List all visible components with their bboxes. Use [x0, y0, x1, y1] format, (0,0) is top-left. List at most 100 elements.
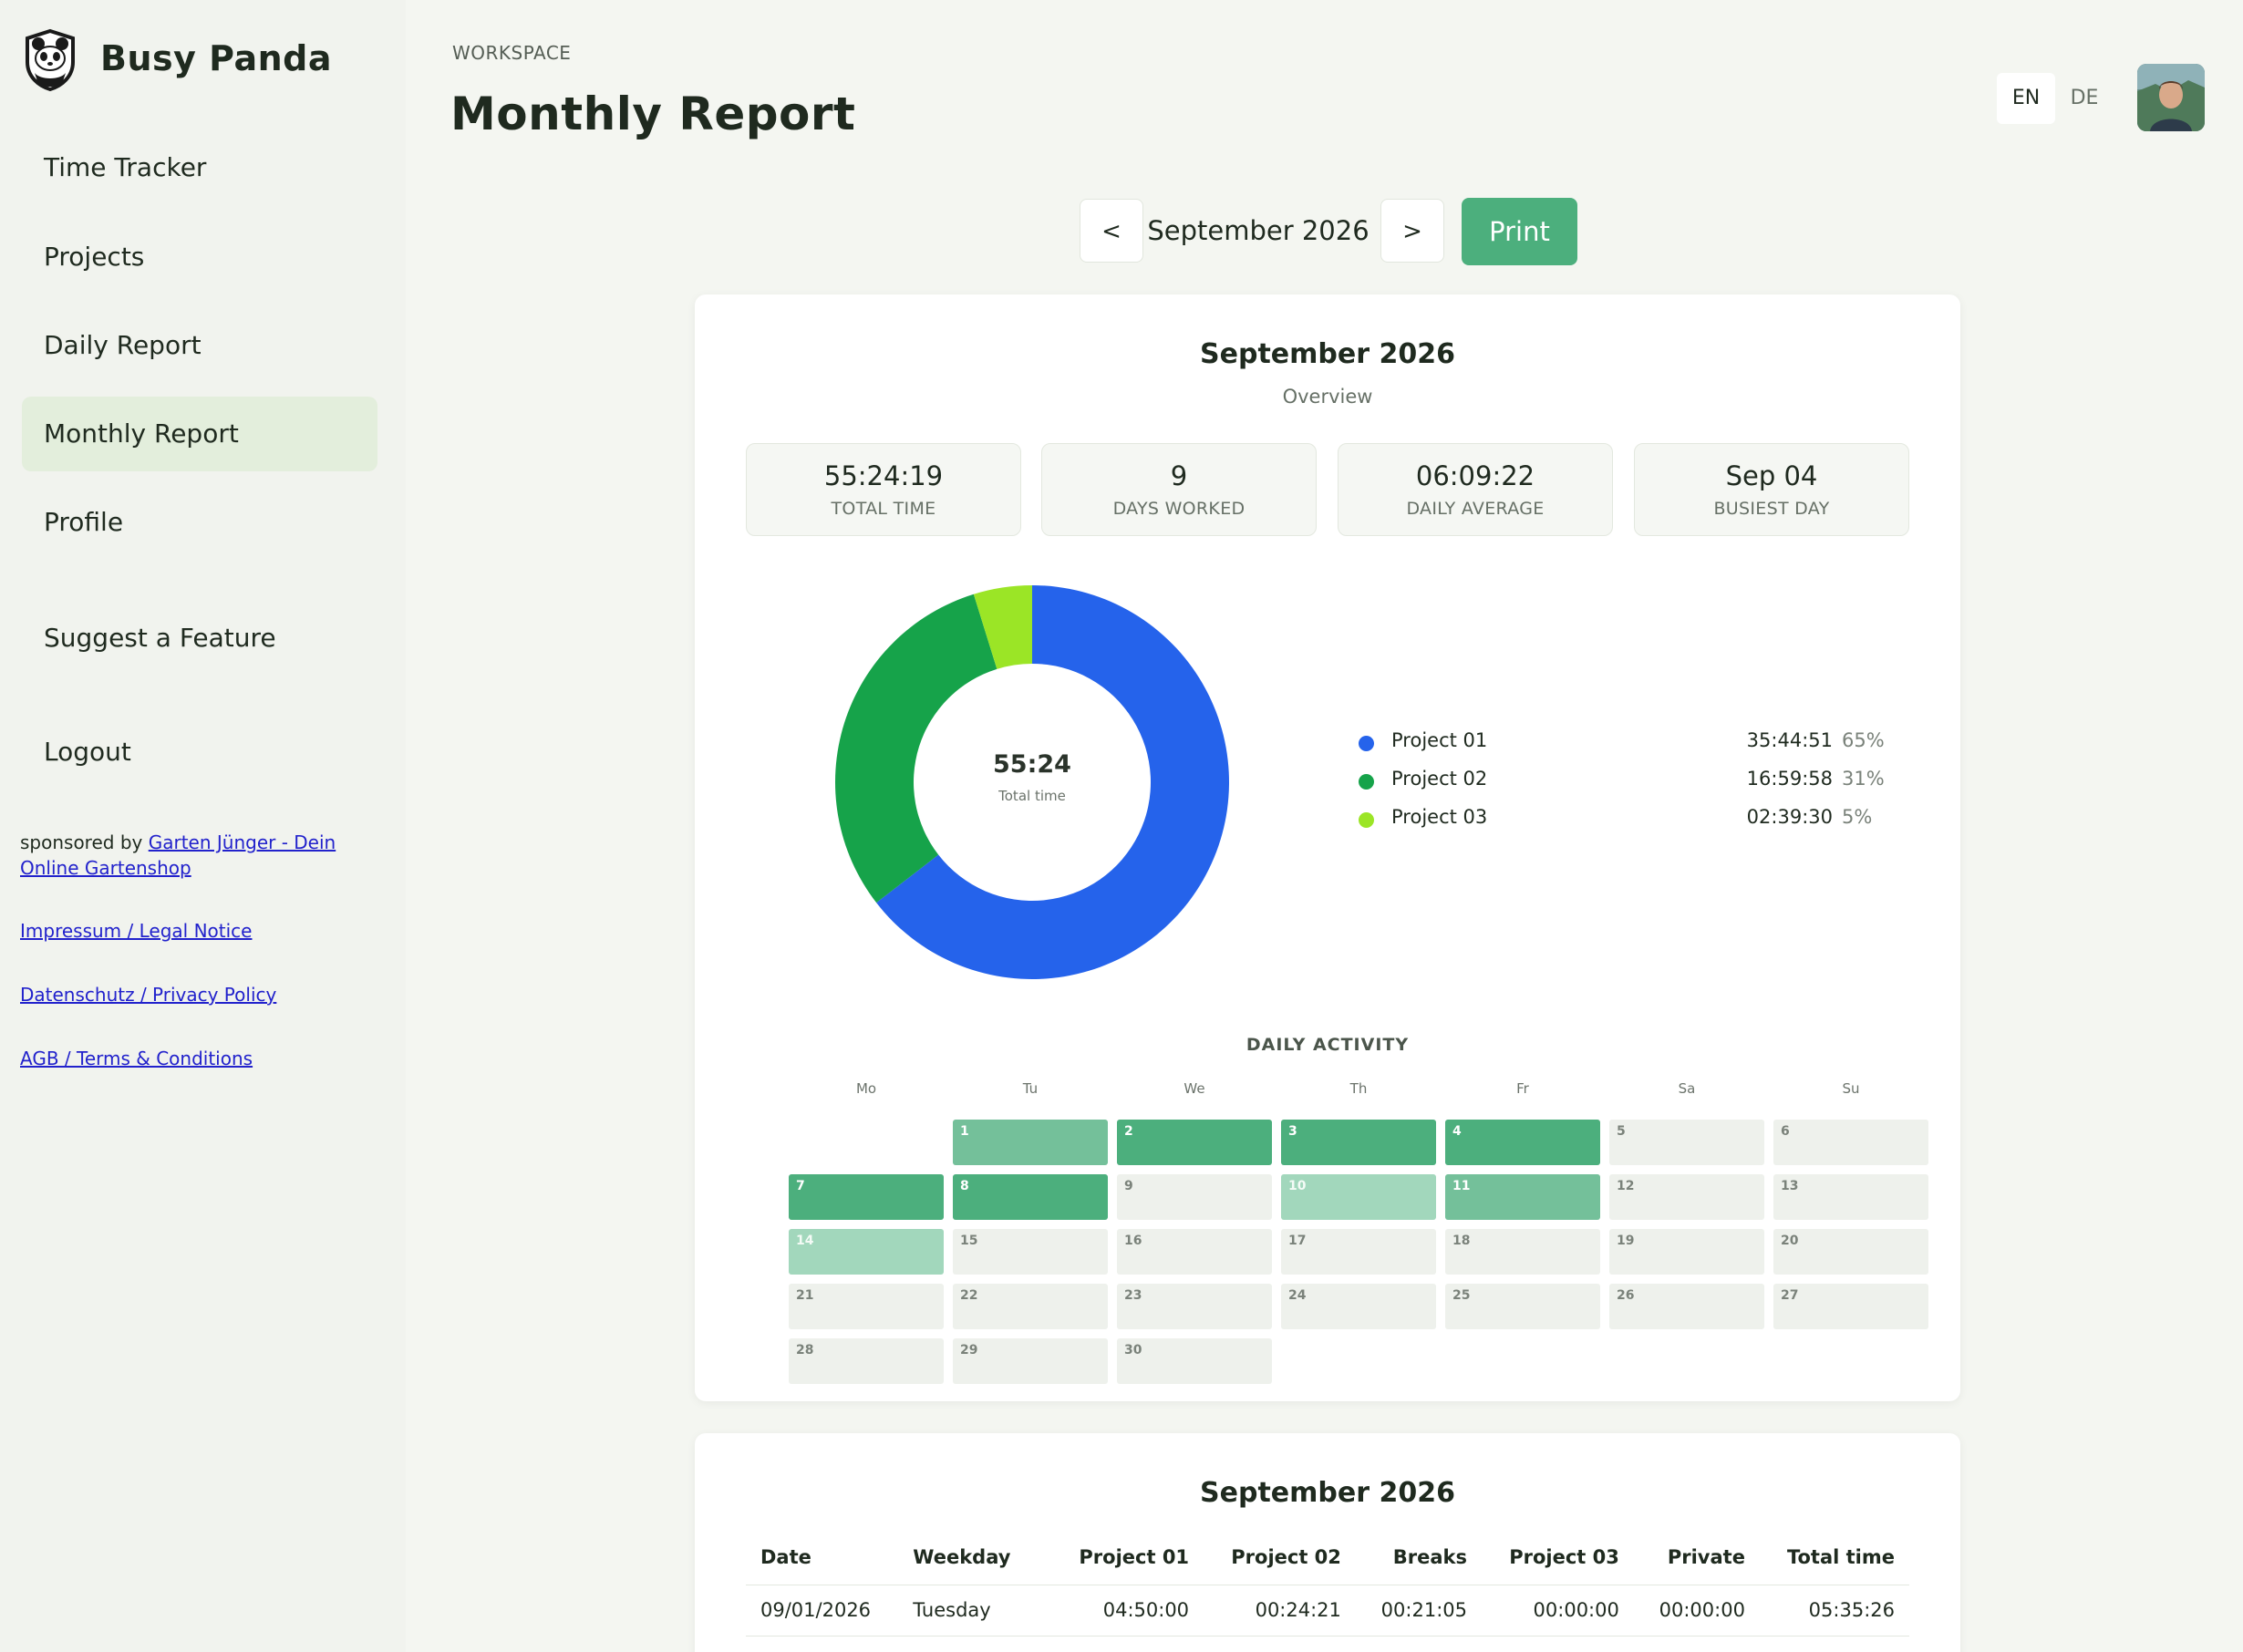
- sidebar-item-label: Profile: [44, 507, 124, 537]
- stat-label: DAYS WORKED: [1112, 499, 1246, 519]
- monthly-table: Date Weekday Project 01 Project 02 Break…: [746, 1530, 1909, 1652]
- donut-center-label: Total time: [998, 788, 1066, 804]
- column-header: Breaks: [1355, 1530, 1482, 1585]
- calendar-day: 19: [1609, 1229, 1764, 1275]
- stat-busiest-day: Sep 04 BUSIEST DAY: [1634, 443, 1909, 536]
- monthly-table-card: September 2026 Date Weekday Project 01 P…: [695, 1433, 1960, 1652]
- print-button[interactable]: Print: [1462, 198, 1577, 265]
- legend-item-project-01: Project 01 35:44:51 65%: [1359, 729, 1887, 757]
- weekday-header: Th: [1349, 1080, 1368, 1097]
- donut-slice-project-02: [835, 594, 997, 903]
- stat-days-worked: 9 DAYS WORKED: [1041, 443, 1317, 536]
- sidebar-item-profile[interactable]: Profile: [22, 485, 377, 560]
- legend-dot: [1359, 812, 1374, 828]
- legend-dot: [1359, 774, 1374, 790]
- language-en-button[interactable]: EN: [1997, 73, 2055, 124]
- sidebar-item-suggest-feature[interactable]: Suggest a Feature: [22, 601, 377, 676]
- column-header: Total time: [1759, 1530, 1909, 1585]
- stat-label: DAILY AVERAGE: [1406, 499, 1545, 519]
- calendar-day: 7: [789, 1174, 944, 1220]
- project-donut-chart: [835, 585, 1229, 979]
- legend-name: Project 02: [1391, 768, 1488, 790]
- table-cell: 06:04:00: [1051, 1636, 1204, 1652]
- sidebar-item-label: Monthly Report: [44, 418, 239, 449]
- table-cell: 00:24:21: [1204, 1585, 1356, 1637]
- calendar-day: 26: [1609, 1284, 1764, 1329]
- table-header-row: Date Weekday Project 01 Project 02 Break…: [746, 1530, 1909, 1585]
- sidebar-item-label: Daily Report: [44, 330, 202, 360]
- table-cell: 04:50:00: [1051, 1585, 1204, 1637]
- column-header: Date: [746, 1530, 899, 1585]
- sidebar-item-label: Projects: [44, 242, 145, 272]
- stat-label: BUSIEST DAY: [1713, 499, 1830, 519]
- sidebar-item-label: Time Tracker: [44, 152, 207, 182]
- table-cell: Wednesday: [898, 1636, 1052, 1652]
- weekday-header: We: [1184, 1080, 1205, 1097]
- next-month-button[interactable]: >: [1380, 199, 1444, 263]
- legal-notice-link[interactable]: Impressum / Legal Notice: [20, 920, 253, 942]
- calendar-day: 29: [953, 1338, 1108, 1384]
- legend-dot: [1359, 736, 1374, 751]
- sidebar-item-time-tracker[interactable]: Time Tracker: [22, 130, 377, 205]
- column-header: Project 01: [1051, 1530, 1204, 1585]
- calendar-day: 9: [1117, 1174, 1272, 1220]
- sidebar-item-daily-report[interactable]: Daily Report: [22, 308, 377, 383]
- column-header: Project 02: [1204, 1530, 1356, 1585]
- breadcrumb: WORKSPACE: [452, 42, 572, 64]
- table-cell: Tuesday: [898, 1585, 1052, 1637]
- column-header: Weekday: [898, 1530, 1052, 1585]
- sponsor-link[interactable]: Garten Jünger - Dein Online Gartenshop: [20, 831, 336, 879]
- table-cell: 09/02/2026: [746, 1636, 899, 1652]
- calendar-day: 30: [1117, 1338, 1272, 1384]
- legend-name: Project 03: [1391, 806, 1488, 828]
- sidebar-item-projects[interactable]: Projects: [22, 220, 377, 294]
- calendar-day: 5: [1609, 1120, 1764, 1165]
- stat-value: 9: [1170, 460, 1188, 491]
- stat-value: Sep 04: [1725, 460, 1818, 491]
- language-de-button[interactable]: DE: [2070, 87, 2099, 109]
- terms-link[interactable]: AGB / Terms & Conditions: [20, 1048, 253, 1069]
- calendar-day: 23: [1117, 1284, 1272, 1329]
- sidebar-item-monthly-report[interactable]: Monthly Report: [22, 397, 377, 471]
- stat-value: 55:24:19: [823, 460, 944, 491]
- sidebar: Busy Panda Time Tracker Projects Daily R…: [0, 0, 406, 1652]
- sidebar-item-logout[interactable]: Logout: [22, 715, 377, 790]
- app-name: Busy Panda: [100, 38, 333, 78]
- panda-logo-icon: [26, 28, 75, 91]
- table-cell: 00:00:00: [1633, 1585, 1760, 1637]
- calendar-day: 20: [1773, 1229, 1928, 1275]
- legend-name: Project 01: [1391, 729, 1488, 751]
- calendar-day: 27: [1773, 1284, 1928, 1329]
- legend-item-project-03: Project 03 02:39:30 5%: [1359, 806, 1887, 833]
- calendar-day: 22: [953, 1284, 1108, 1329]
- table-title: September 2026: [1200, 1477, 1455, 1509]
- sidebar-item-label: Suggest a Feature: [44, 623, 276, 653]
- calendar-day: 21: [789, 1284, 944, 1329]
- table-cell: 00:21:05: [1355, 1585, 1482, 1637]
- calendar-day: 28: [789, 1338, 944, 1384]
- calendar-day: 10: [1281, 1174, 1436, 1220]
- donut-center-value: 55:24: [993, 750, 1071, 779]
- table-cell: 09/01/2026: [746, 1585, 899, 1637]
- sidebar-item-label: Logout: [44, 737, 131, 767]
- previous-month-button[interactable]: <: [1080, 199, 1143, 263]
- privacy-policy-link[interactable]: Datenschutz / Privacy Policy: [20, 984, 277, 1006]
- table-cell: 00:00:00: [1482, 1636, 1634, 1652]
- donut-slice-project-01: [876, 585, 1229, 979]
- overview-title: September 2026: [1200, 338, 1455, 370]
- page-title: Monthly Report: [450, 88, 856, 140]
- calendar-day: 14: [789, 1229, 944, 1275]
- weekday-header: Mo: [855, 1080, 877, 1097]
- legend-percent: 65%: [1842, 729, 1885, 751]
- table-cell: 05:35:26: [1759, 1585, 1909, 1637]
- calendar-day: 13: [1773, 1174, 1928, 1220]
- avatar[interactable]: [2137, 64, 2205, 131]
- overview-card: September 2026 Overview 55:24:19 TOTAL T…: [695, 294, 1960, 1401]
- stat-label: TOTAL TIME: [831, 499, 936, 519]
- legend-percent: 31%: [1842, 768, 1885, 790]
- calendar-day: 24: [1281, 1284, 1436, 1329]
- app-logo[interactable]: Busy Panda: [22, 27, 332, 91]
- stat-total-time: 55:24:19 TOTAL TIME: [746, 443, 1021, 536]
- calendar-day: 6: [1773, 1120, 1928, 1165]
- overview-subtitle: Overview: [1282, 386, 1373, 408]
